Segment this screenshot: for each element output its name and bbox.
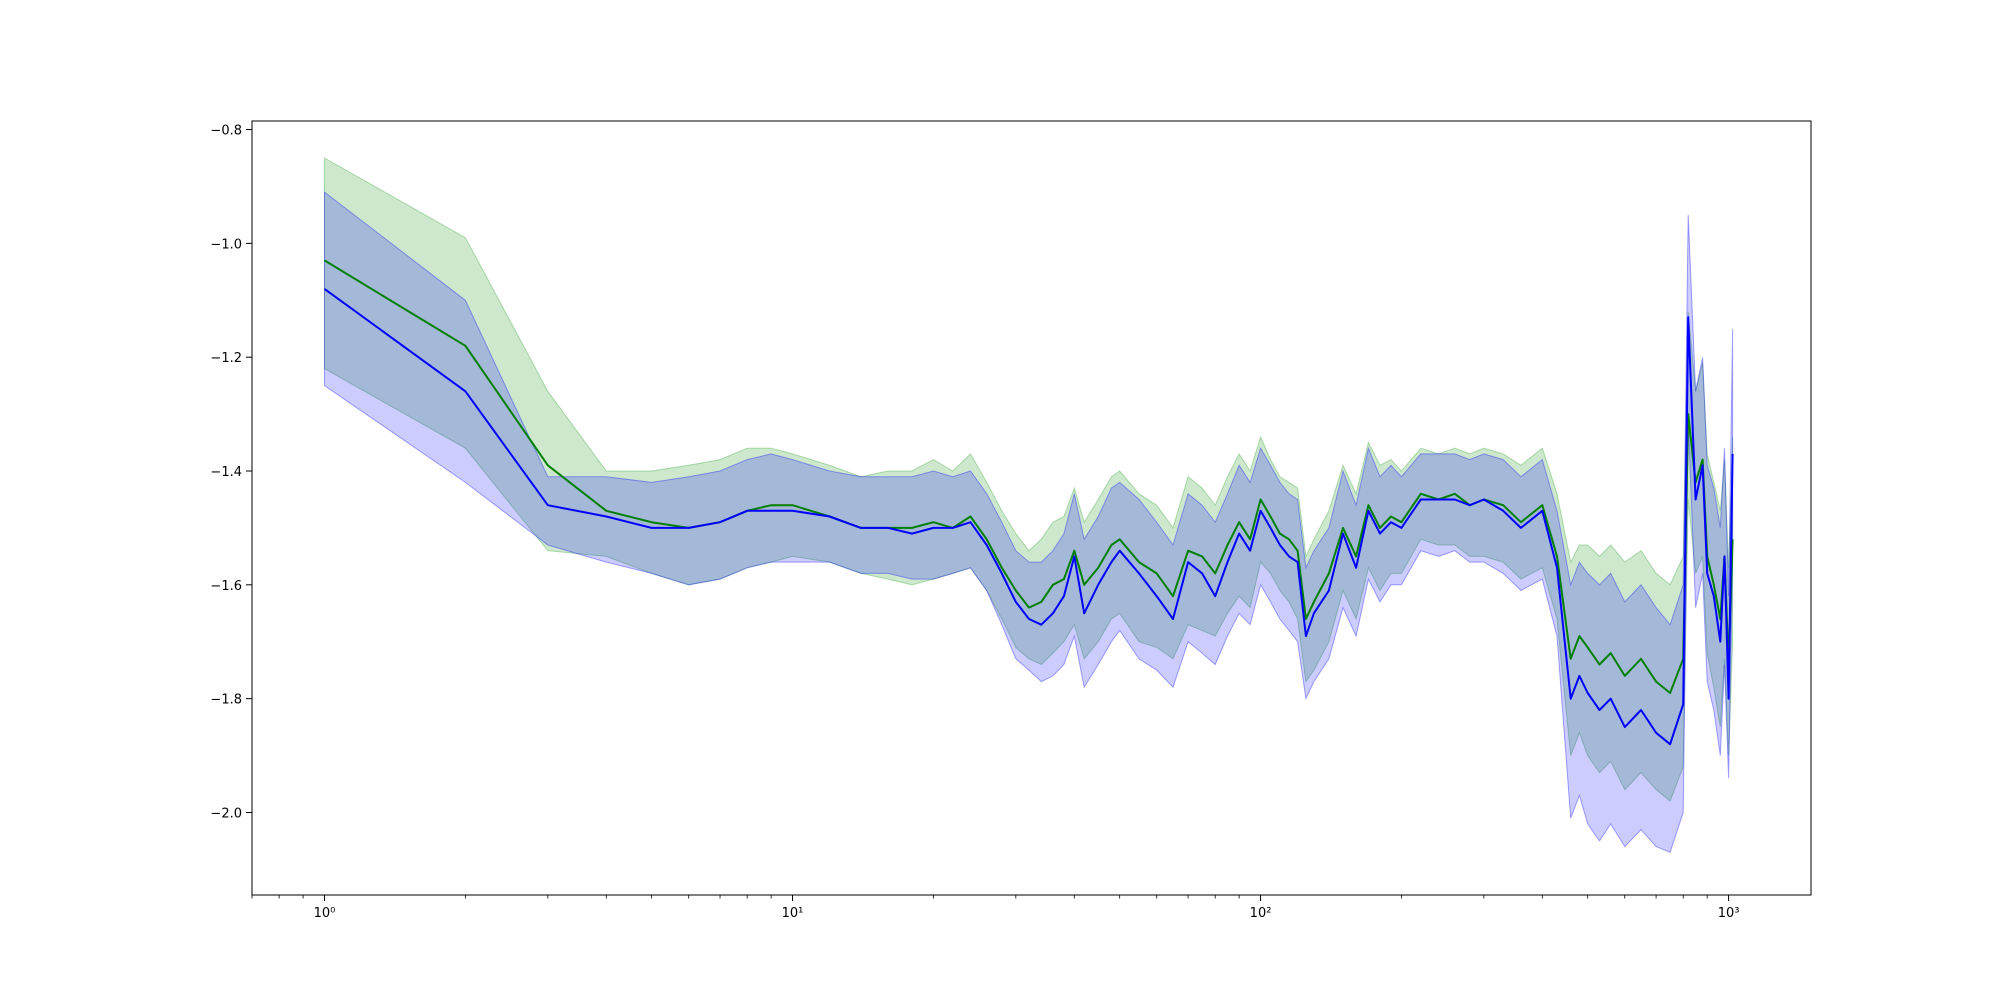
y-tick-label: −1.8 [210, 693, 242, 708]
x-tick-label: 10² [1250, 906, 1272, 921]
series-1-line [323, 259, 1734, 694]
series-1-band [324, 157, 1734, 802]
plot-frame [251, 120, 1812, 896]
y-tick-label: −1.2 [210, 351, 242, 366]
y-tick-label: −0.8 [210, 124, 242, 139]
x-tick-label: 10³ [1718, 906, 1740, 921]
y-tick-label: −1.6 [210, 579, 242, 594]
series-2-line [323, 288, 1734, 746]
y-axis: −0.8 −1.0 −1.2 −1.4 −1.6 −1.8 −2.0 [210, 124, 252, 821]
x-axis: 10⁰ 10¹ 10² 10³ [251, 895, 1740, 921]
bands-layer [324, 157, 1734, 853]
x-tick-label: 10¹ [782, 906, 804, 921]
lines-layer [323, 259, 1734, 746]
y-tick-label: −2.0 [210, 806, 242, 821]
y-tick-label: −1.0 [210, 237, 242, 252]
x-tick-label: 10⁰ [314, 906, 336, 921]
y-tick-label: −1.4 [210, 465, 242, 480]
